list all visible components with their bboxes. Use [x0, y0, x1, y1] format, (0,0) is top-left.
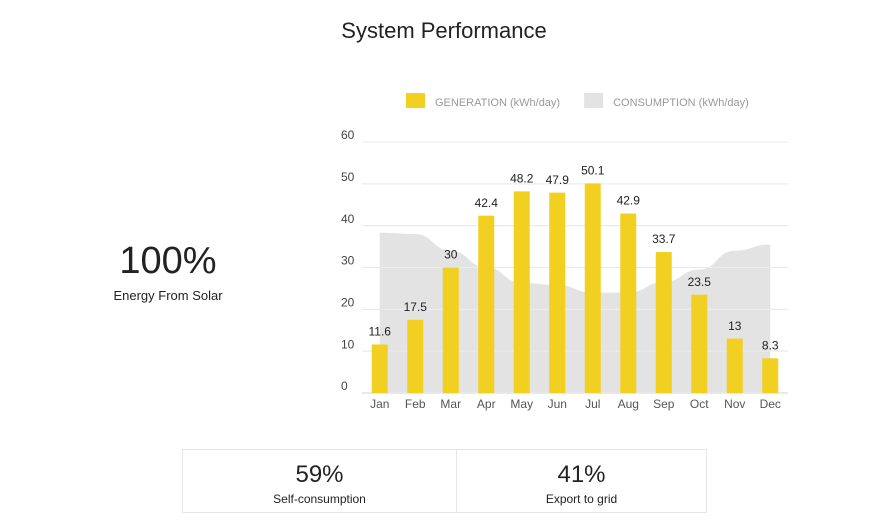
data-label: 42.4: [475, 196, 499, 210]
data-label: 11.6: [369, 325, 392, 339]
y-tick-label: 30: [341, 254, 355, 268]
stat-card: 59% Self-consumption: [182, 449, 457, 513]
stat-value: 41%: [557, 461, 606, 488]
bar: [549, 192, 566, 393]
x-tick-label: Aug: [618, 397, 639, 411]
x-tick-label: Nov: [724, 397, 745, 411]
x-tick-label: Oct: [690, 397, 709, 411]
stat-label: Self-consumption: [273, 492, 366, 506]
x-tick-label: Jun: [548, 397, 567, 411]
y-tick-label: 10: [341, 337, 355, 351]
data-label: 47.9: [546, 173, 570, 187]
data-label: 50.1: [581, 164, 605, 178]
x-tick-label: May: [510, 397, 533, 411]
bar: [762, 358, 779, 393]
x-tick-label: Mar: [440, 397, 461, 411]
legend-swatch: [584, 93, 604, 108]
y-tick-label: 60: [341, 128, 355, 142]
x-tick-label: Jul: [585, 397, 600, 411]
data-label: 33.7: [652, 232, 676, 246]
y-tick-label: 50: [341, 170, 355, 184]
x-tick-label: Feb: [405, 397, 426, 411]
stat-label: Export to grid: [545, 492, 618, 506]
data-label: 17.5: [404, 300, 428, 314]
y-tick-label: 0: [341, 379, 348, 393]
bar: [620, 213, 637, 393]
bar: [478, 215, 495, 393]
solar-label: Energy From Solar: [113, 288, 223, 303]
solar-summary: 100% Energy From Solar: [90, 240, 246, 303]
x-tick-label: Jan: [370, 397, 389, 411]
data-label: 8.3: [762, 338, 779, 352]
data-label: 23.5: [688, 275, 712, 289]
legend-swatch: [406, 93, 425, 108]
stat-card: 41% Export to grid: [456, 449, 707, 513]
bar: [407, 319, 424, 393]
chart-title: System Performance: [341, 18, 546, 43]
bar: [691, 294, 708, 393]
chart: System Performance 0 10 20 30 40 50 60 GENERATI…: [341, 18, 788, 411]
data-label: 30: [444, 248, 458, 262]
bar: [513, 191, 530, 393]
x-tick-label: Apr: [477, 397, 496, 411]
bar: [655, 252, 672, 393]
y-tick-label: 20: [341, 296, 355, 310]
y-tick-label: 40: [341, 212, 355, 226]
x-tick-label: Sep: [653, 397, 675, 411]
data-label: 13: [728, 319, 742, 333]
bar: [371, 344, 388, 393]
bar: [726, 338, 743, 393]
bar: [442, 267, 459, 393]
x-tick-label: Dec: [760, 397, 781, 411]
legend-label: GENERATION (kWh/day): [435, 97, 560, 109]
stat-value: 59%: [295, 461, 344, 488]
area: [379, 232, 771, 393]
solar-value: 100%: [119, 240, 217, 282]
data-label: 42.9: [617, 194, 641, 208]
data-label: 48.2: [510, 172, 534, 186]
bar: [584, 183, 601, 393]
legend-label: CONSUMPTION (kWh/day): [613, 97, 749, 109]
